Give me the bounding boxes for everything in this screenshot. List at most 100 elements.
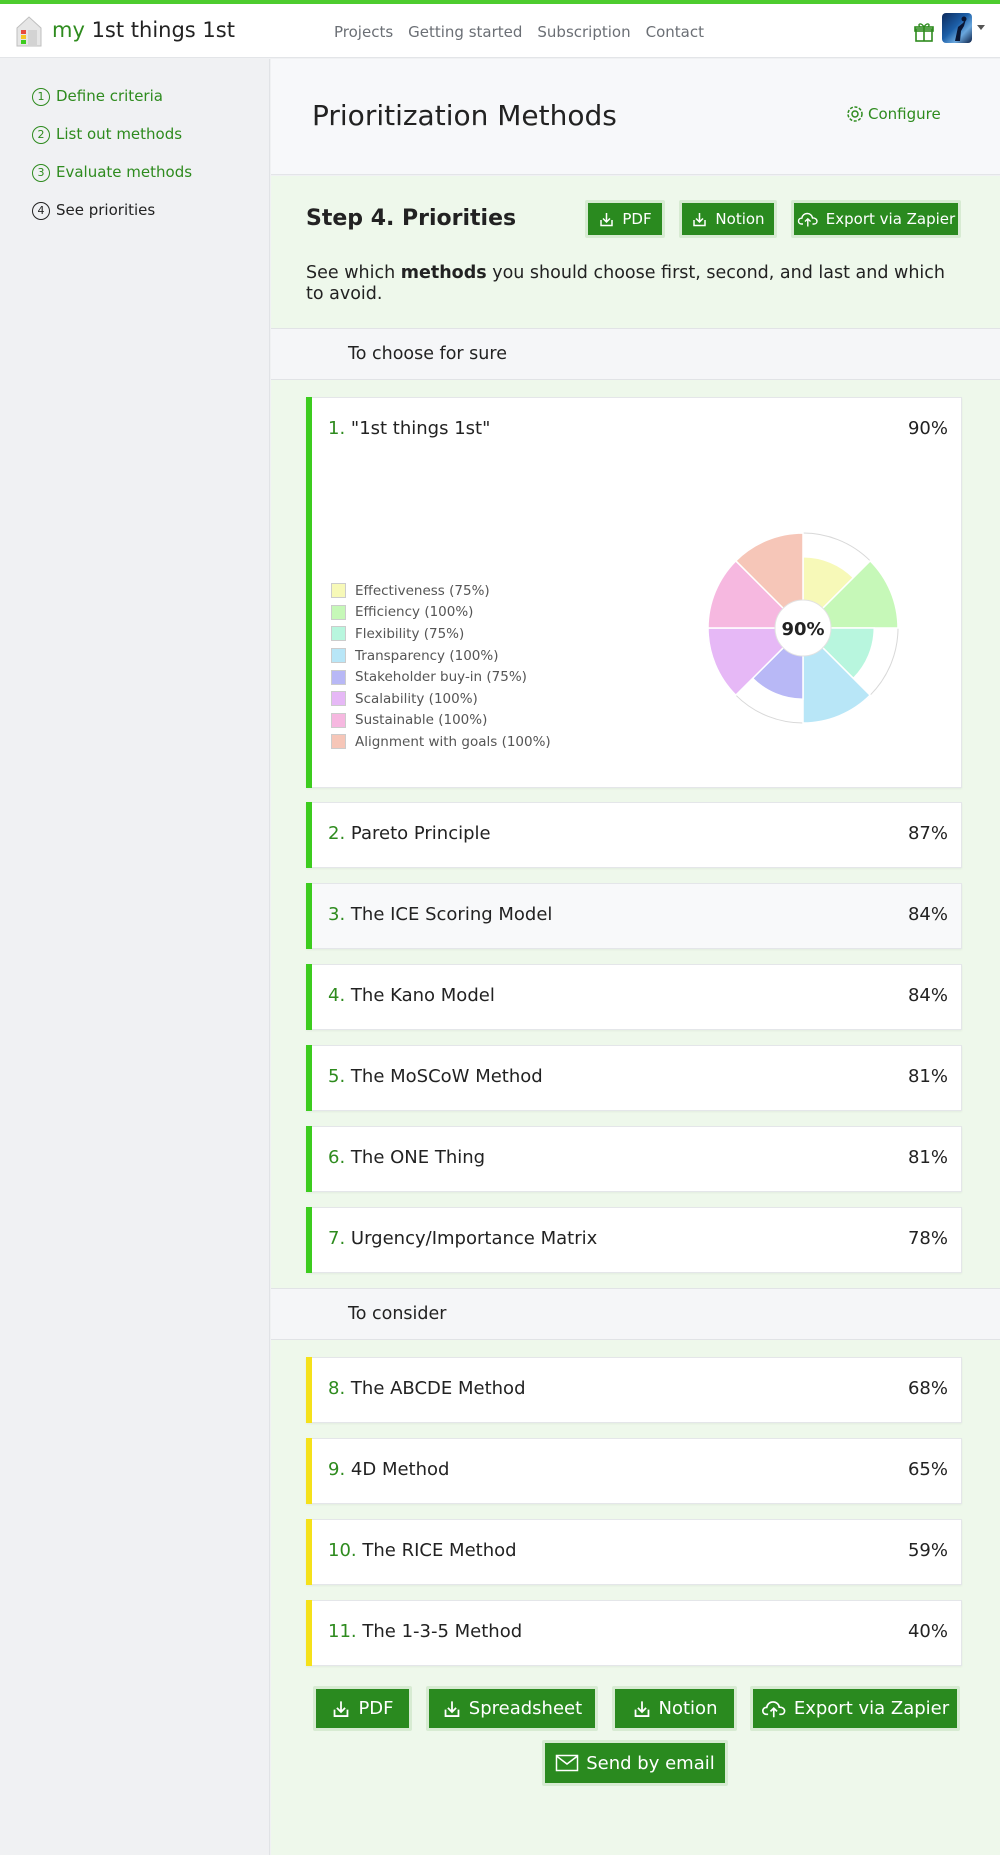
legend-item: Effectiveness (75%) [331, 580, 551, 602]
envelope-icon [556, 1754, 579, 1772]
method-card-5[interactable]: 5. The MoSCoW Method 81% [306, 1045, 962, 1111]
pdf-label: PDF [358, 1698, 394, 1719]
sidebar-step-define-criteria[interactable]: 1 Define criteria [32, 87, 163, 106]
criteria-score-chart: 90% [707, 532, 899, 724]
rank-color-bar [306, 1126, 312, 1192]
method-card-8[interactable]: 8. The ABCDE Method 68% [306, 1357, 962, 1423]
main-content: Step 4. Priorities PDF Notion Export via… [271, 176, 1000, 1855]
rank-color-bar [306, 1045, 312, 1111]
top-bar: my 1st things 1st Projects Getting start… [0, 4, 1000, 58]
method-card-7[interactable]: 7. Urgency/Importance Matrix 78% [306, 1207, 962, 1273]
sidebar: 1 Define criteria 2 List out methods 3 Eval… [0, 59, 270, 1855]
method-title: 10. The RICE Method [328, 1540, 517, 1561]
method-title: 9. 4D Method [328, 1459, 449, 1480]
nav-subscription[interactable]: Subscription [537, 23, 631, 41]
rank-color-bar [306, 1207, 312, 1273]
method-name: Pareto Principle [350, 823, 491, 844]
sidebar-step-evaluate-methods[interactable]: 3 Evaluate methods [32, 163, 192, 182]
rank-color-bar [306, 1600, 312, 1666]
method-rank: 3. [328, 904, 346, 925]
method-card-11[interactable]: 11. The 1-3-5 Method 40% [306, 1600, 962, 1666]
legend-item: Transparency (100%) [331, 645, 551, 667]
cloud-upload-icon [761, 1700, 786, 1717]
legend-label: Scalability (100%) [355, 690, 478, 707]
method-name: The MoSCoW Method [350, 1066, 543, 1087]
notion-button[interactable]: Notion [679, 200, 777, 238]
method-score: 90% [907, 418, 948, 439]
nav-contact[interactable]: Contact [645, 23, 704, 41]
method-name: The Kano Model [350, 985, 495, 1006]
chart-slice-efficiency [801, 559, 899, 629]
user-avatar[interactable] [942, 13, 972, 43]
method-card-3[interactable]: 3. The ICE Scoring Model 84% [306, 883, 962, 949]
pdf-label: PDF [622, 210, 652, 228]
method-score: 59% [907, 1540, 948, 1561]
step-number-badge: 1 [32, 88, 50, 106]
method-title: 8. The ABCDE Method [328, 1378, 526, 1399]
sidebar-step-see-priorities[interactable]: 4 See priorities [32, 201, 155, 220]
nav-projects[interactable]: Projects [334, 23, 394, 41]
step-number-badge: 3 [32, 164, 50, 182]
method-title: 5. The MoSCoW Method [328, 1066, 543, 1087]
download-icon [693, 212, 707, 226]
nav-getting-started[interactable]: Getting started [408, 23, 523, 41]
chart-slice-alignment-with-goals [734, 532, 804, 630]
bottom-export-zapier-button[interactable]: Export via Zapier [750, 1686, 960, 1731]
sidebar-step-label: List out methods [56, 125, 183, 143]
chart-legend: Effectiveness (75%) Efficiency (100%) Flex… [331, 580, 551, 753]
method-card-9[interactable]: 9. 4D Method 65% [306, 1438, 962, 1504]
method-rank: 5. [328, 1066, 346, 1087]
export-zapier-button[interactable]: Export via Zapier [791, 200, 961, 238]
rank-color-bar [306, 1438, 312, 1504]
legend-label: Flexibility (75%) [355, 625, 465, 642]
logo-house-icon[interactable] [14, 14, 44, 48]
method-card-1[interactable]: 1. "1st things 1st" 90% Effectiveness (7… [306, 397, 962, 788]
chevron-down-icon[interactable] [977, 25, 985, 30]
cloud-upload-icon [797, 212, 818, 226]
configure-link[interactable]: Configure [846, 105, 941, 123]
top-accent-stripe [0, 0, 1000, 4]
method-rank: 4. [328, 985, 346, 1006]
method-score: 65% [907, 1459, 948, 1480]
send-by-email-button[interactable]: Send by email [542, 1740, 728, 1786]
sidebar-step-list-methods[interactable]: 2 List out methods [32, 125, 182, 144]
chart-slice-transparency [802, 626, 872, 724]
method-title: 7. Urgency/Importance Matrix [328, 1228, 597, 1249]
chart-center [774, 599, 832, 657]
method-rank: 7. [328, 1228, 346, 1249]
step-description: See which methods you should choose firs… [306, 263, 946, 305]
method-score: 84% [907, 904, 948, 925]
gear-icon [847, 106, 863, 122]
brand-my: my [52, 18, 85, 42]
method-name: The RICE Method [362, 1540, 517, 1561]
spreadsheet-button[interactable]: Spreadsheet [426, 1686, 598, 1731]
method-title: 6. The ONE Thing [328, 1147, 485, 1168]
method-name: The ABCDE Method [350, 1378, 526, 1399]
method-title: 11. The 1-3-5 Method [328, 1621, 522, 1642]
method-rank: 8. [328, 1378, 346, 1399]
bottom-pdf-button[interactable]: PDF [313, 1686, 412, 1731]
gift-icon[interactable] [913, 21, 935, 43]
legend-item: Flexibility (75%) [331, 623, 551, 645]
bottom-notion-button[interactable]: Notion [612, 1686, 737, 1731]
legend-item: Sustainable (100%) [331, 710, 551, 732]
main-nav: Projects Getting started Subscription Co… [334, 23, 704, 41]
step-title: Step 4. Priorities [306, 206, 517, 231]
chart-slice-sustainable [707, 559, 805, 629]
method-card-10[interactable]: 10. The RICE Method 59% [306, 1519, 962, 1585]
legend-label: Transparency (100%) [355, 647, 499, 664]
configure-label: Configure [868, 105, 941, 123]
method-card-2[interactable]: 2. Pareto Principle 87% [306, 802, 962, 868]
download-icon [600, 212, 614, 226]
legend-item: Stakeholder buy-in (75%) [331, 666, 551, 688]
description-text-end: you should choose first, second, and las… [306, 263, 945, 304]
method-card-6[interactable]: 6. The ONE Thing 81% [306, 1126, 962, 1192]
method-title: 3. The ICE Scoring Model [328, 904, 552, 925]
method-card-4[interactable]: 4. The Kano Model 84% [306, 964, 962, 1030]
method-rank: 1. [328, 418, 346, 439]
method-rank: 6. [328, 1147, 346, 1168]
brand-name[interactable]: my 1st things 1st [52, 18, 235, 42]
method-title: 1. "1st things 1st" [328, 418, 490, 439]
method-rank: 10. [328, 1540, 357, 1561]
pdf-button[interactable]: PDF [585, 200, 665, 238]
